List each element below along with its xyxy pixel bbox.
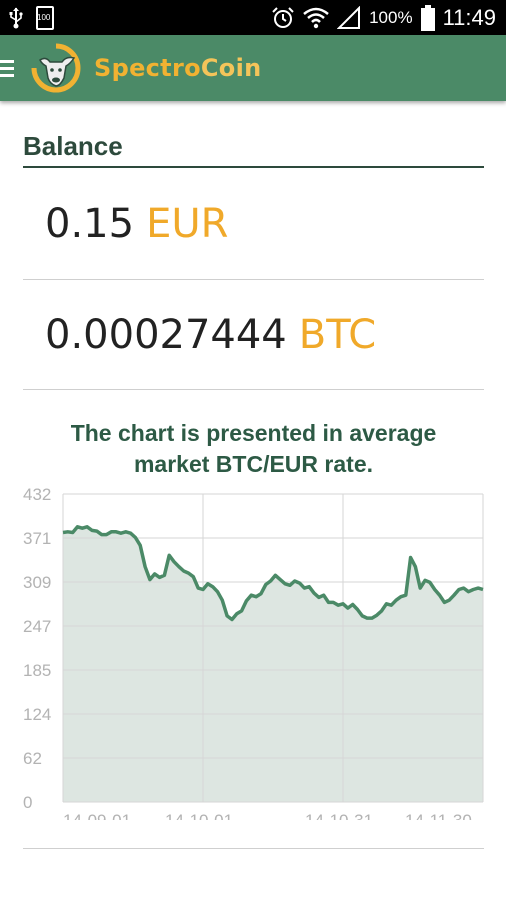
main-content: Balance 0.15 EUR 0.00027444 BTC The char… [0, 131, 506, 830]
status-left: 100 [8, 5, 54, 30]
chart-y-tick-label: 371 [23, 529, 51, 548]
battery-small-label: 100 [37, 12, 51, 22]
rate-chart: 432 371 309 247 185 124 62 0 14-09-01 14-10-01 14-… [0, 480, 484, 830]
battery-percent: 100% [369, 7, 413, 27]
chart-x-tick-label: 14-10-31 [305, 811, 373, 820]
rate-chart-svg: 432 371 309 247 185 124 62 0 14-09-01 14-10-01 14-… [23, 485, 484, 830]
status-right: 100% 11:49 [271, 0, 496, 35]
bull-logo-icon [31, 43, 81, 93]
chart-x-tick-label: 14-10-01 [165, 811, 233, 820]
balance-row-btc: 0.00027444 BTC [23, 280, 484, 390]
chart-y-tick-label: 432 [23, 485, 51, 504]
chart-series-line [62, 525, 484, 622]
balance-title: Balance [23, 131, 484, 168]
usb-icon [9, 7, 23, 28]
chart-y-tick-label: 309 [23, 573, 51, 592]
chart-y-tick-label: 0 [23, 793, 32, 812]
battery-small-icon: 100 [36, 5, 54, 30]
chart-note-line-1: The chart is presented in average [70, 420, 437, 446]
clock: 11:49 [442, 4, 496, 30]
chart-area-fill [63, 526, 483, 802]
balance-currency: EUR [146, 200, 229, 247]
chart-note: The chart is presented in average market… [23, 418, 484, 480]
balance-amount: 0.00027444 [45, 311, 287, 358]
chart-y-tick-label: 62 [23, 749, 42, 768]
chart-x-tick-label: 14-09-01 [63, 811, 131, 820]
balance-currency: BTC [298, 311, 377, 358]
brand-part-2: Coin [200, 54, 262, 82]
chart-y-tick-label: 185 [23, 661, 51, 680]
status-bar: 100 100% 11:49 [0, 0, 506, 35]
chart-y-tick-label: 124 [23, 705, 51, 724]
alarm-icon [272, 6, 294, 28]
divider [23, 848, 484, 849]
brand-name: SpectroCoin [94, 54, 262, 82]
chart-y-tick-label: 247 [23, 617, 51, 636]
chart-x-tick-label: 14-11-30 [405, 811, 472, 820]
menu-icon[interactable] [0, 35, 20, 101]
balance-row-eur: 0.15 EUR [23, 168, 484, 280]
battery-icon [420, 4, 435, 31]
brand-part-1: Spectro [94, 54, 201, 82]
chart-note-line-2: market BTC/EUR rate. [133, 451, 374, 477]
cell-signal-icon [337, 5, 361, 29]
wifi-icon [303, 7, 329, 28]
balance-amount: 0.15 [45, 200, 135, 247]
app-bar: SpectroCoin [0, 35, 506, 101]
